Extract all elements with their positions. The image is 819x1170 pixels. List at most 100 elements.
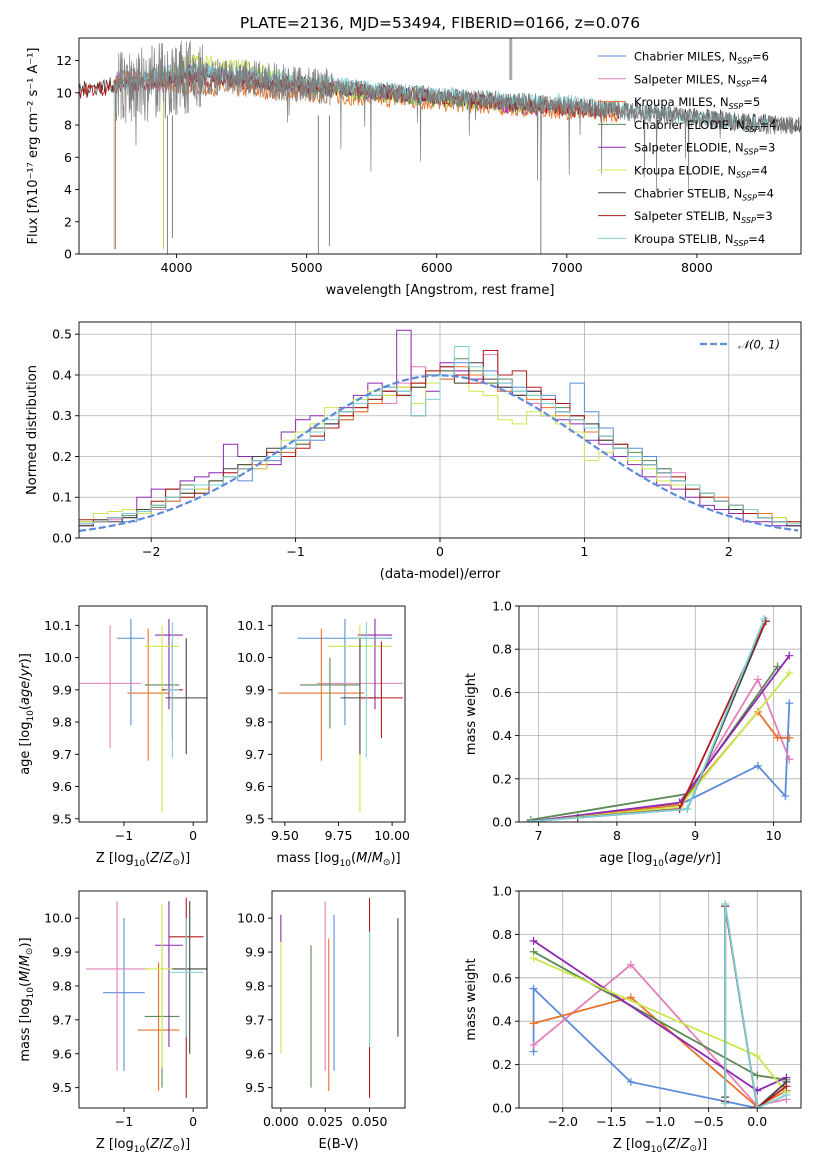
plot-area-spectrum [79,38,801,254]
x-tick-label: −0.5 [693,1114,723,1129]
y-tick-label: 0.0 [492,1101,512,1116]
x-tick-label: 10.00 [374,828,410,843]
emission-line [509,38,513,80]
plot-area-ebv-mass [280,897,399,1098]
axes-frame [78,605,208,823]
y-tick-label: 9.7 [245,1012,265,1027]
legend-label: Salpeter MILES, NSSP=4 [634,72,768,88]
weight-marker [529,1019,538,1028]
weight-line [533,963,787,1107]
plot-area-z-weight [529,900,791,1108]
weight-line [530,665,779,821]
legend-label: Chabrier STELIB, NSSP=4 [634,186,774,202]
y-tick-label: 1.0 [492,884,512,899]
x-axis-label: Z [log10(Z/Z⊙)] [613,1137,707,1155]
plot-area-z-age [79,618,207,813]
weight-marker [785,699,794,708]
x-tick-label: 4000 [161,260,193,275]
weight-line [530,655,791,822]
axes-mass-age: 9.50 9.75 10.00 9.5 9.6 9.7 9.8 9.9 10.0 10.1 [237,605,410,843]
x-tick-label: 5000 [291,260,323,275]
weight-marker [753,761,762,770]
weight-marker [626,1077,635,1086]
y-tick-label: 9.9 [52,682,72,697]
y-tick-label: 1.0 [492,599,512,614]
plot-area-z-mass [85,897,207,1098]
x-tick-label: 2 [725,544,733,559]
x-tick-label: 8 [613,828,621,843]
y-tick-label: 9.7 [245,747,265,762]
y-tick-label: 9.7 [52,747,72,762]
y-axis-label: age [log10(age/yr)] [18,653,36,775]
axes-z-age: −1 0 9.5 9.6 9.7 9.8 9.9 10.0 10.1 [44,605,208,843]
y-tick-label: 0.4 [492,1014,512,1029]
axes-frame [518,605,802,823]
x-axis-label: Z [log10(Z/Z⊙)] [96,851,190,869]
y-tick-label: 2 [64,214,72,229]
legend-label: 𝒩(0, 1) [738,338,780,352]
axes-z-weight: −2.0 −1.5 −1.0 −0.5 0.0 0.0 0.2 0.4 0.6 0.8 1.0 [492,884,802,1129]
axes-z-mass: −1 0 9.5 9.6 9.7 9.8 9.9 10.0 [44,890,208,1129]
y-tick-label: 9.6 [52,1046,72,1061]
y-tick-label: 6 [64,150,72,165]
x-tick-label: 0.000 [263,1114,299,1129]
y-tick-label: 0.2 [52,449,72,464]
x-tick-label: −1 [286,544,304,559]
weight-line [577,620,767,819]
y-tick-label: 10.0 [44,911,72,926]
weight-marker [781,792,790,801]
y-tick-label: 0.4 [492,728,512,743]
y-tick-label: 9.8 [245,715,265,730]
x-tick-label: −1 [115,828,133,843]
x-tick-label: 6000 [421,260,453,275]
weight-marker [721,1099,730,1108]
x-tick-label: −1 [115,1114,133,1129]
y-tick-label: 10.1 [237,618,265,633]
weight-marker [785,651,794,660]
x-tick-label: 0 [436,544,444,559]
y-tick-label: 10.0 [237,650,265,665]
legend-label: Chabrier MILES, NSSP=6 [634,50,769,66]
y-tick-label: 9.8 [52,978,72,993]
axes-spectrum: 4000 5000 6000 7000 8000 0 2 4 6 8 10 12 [56,37,802,275]
weight-line [724,903,787,1108]
x-tick-label: 7000 [551,260,583,275]
weight-marker [773,733,782,742]
y-tick-label: 0.3 [52,408,72,423]
weight-marker [782,1090,791,1099]
x-axis-label: wavelength [Angstrom, rest frame] [326,283,555,298]
legend-label: Kroupa STELIB, NSSP=4 [634,232,765,248]
y-tick-label: 4 [64,182,72,197]
y-tick-label: 9.5 [245,1080,265,1095]
y-tick-label: 9.8 [245,978,265,993]
observed-spectrum [113,40,800,192]
y-tick-label: 0 [64,247,72,262]
y-tick-label: 9.6 [245,1046,265,1061]
axes-frame [78,37,802,255]
x-tick-label: 9.75 [325,828,353,843]
weight-line [530,620,767,822]
x-axis-label: (data-model)/error [380,567,501,582]
weight-marker [626,960,635,969]
x-tick-label: 0.050 [352,1114,388,1129]
y-tick-label: 10 [56,85,72,100]
x-tick-label: −1.5 [596,1114,626,1129]
weight-marker [529,936,538,945]
y-tick-label: 10.0 [44,650,72,665]
x-axis-label: E(B-V) [318,1137,358,1152]
weight-marker [753,1051,762,1060]
y-tick-label: 0.2 [492,1057,512,1072]
figure-title: PLATE=2136, MJD=53494, FIBERID=0166, z=0… [240,14,640,32]
weight-marker [721,900,730,909]
x-tick-label: 9 [691,828,699,843]
y-tick-label: 9.6 [245,779,265,794]
legend-label: Salpeter STELIB, NSSP=3 [634,209,773,225]
axes-frame [271,890,406,1109]
y-tick-label: 0.0 [52,531,72,546]
y-tick-label: 9.5 [52,1080,72,1095]
x-axis-label: age [log10(age/yr)] [599,851,721,869]
weight-marker [785,733,794,742]
axes-age-weight: 7 8 9 10 0.0 0.2 0.4 0.6 0.8 1.0 [492,599,802,843]
normal-curve [79,374,799,532]
